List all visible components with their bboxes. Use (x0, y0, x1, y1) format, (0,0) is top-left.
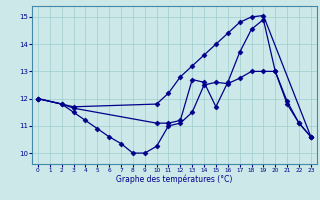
X-axis label: Graphe des températures (°C): Graphe des températures (°C) (116, 175, 233, 184)
